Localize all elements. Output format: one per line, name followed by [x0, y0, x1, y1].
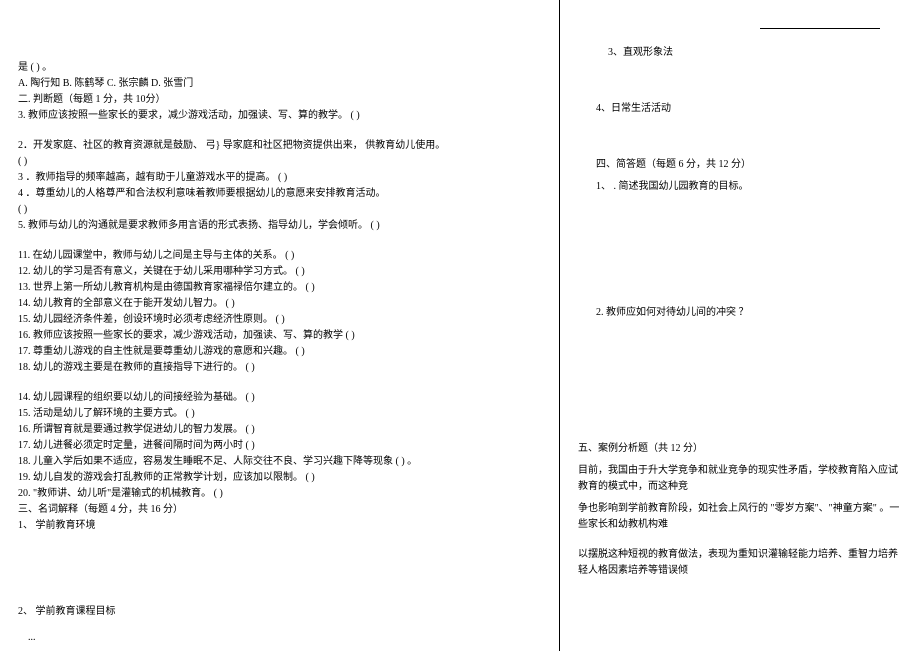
text-line: 19. 幼儿自发的游戏会打乱教师的正常教学计划，应该加以限制。 ( ) [18, 470, 541, 486]
ellipsis-marker: ... [28, 632, 36, 643]
text-line: 1、 学前教育环境 [18, 518, 541, 534]
text-line: 15. 活动是幼儿了解环境的主要方式。 ( ) [18, 406, 541, 422]
text-line: 18. 幼儿的游戏主要是在教师的直接指导下进行的。 ( ) [18, 360, 541, 376]
text-line: 18. 儿童入学后如果不适应，容易发生睡眠不足、人际交往不良、学习兴趣下降等现象… [18, 454, 541, 470]
choices-line: A. 陶行知 B. 陈鹤琴 C. 张宗麟 D. 张雪门 [18, 76, 541, 92]
text-line: 16. 所谓智育就是要通过教学促进幼儿的智力发展。 ( ) [18, 422, 541, 438]
section-heading: 三、名词解释（每题 4 分，共 16 分） [18, 502, 541, 518]
text-line: 3、直观形象法 [578, 45, 902, 61]
text-line: 15. 幼儿园经济条件差，创设环境时必须考虑经济性原则。 ( ) [18, 312, 541, 328]
page-container: 是 ( ) 。 A. 陶行知 B. 陈鹤琴 C. 张宗麟 D. 张雪门 二. 判… [0, 0, 920, 651]
text-line: 以摆脱这种短视的教育做法，表现为重知识灌输轻能力培养、重智力培养轻人格因素培养等… [578, 547, 902, 579]
right-column: 3、直观形象法 4、日常生活活动 四、简答题（每题 6 分，共 12 分） 1、… [560, 0, 920, 651]
text-line: 2. 教师应如何对待幼儿间的冲突 ？ [578, 305, 902, 321]
text-line: 12. 幼儿的学习是否有意义，关键在于幼儿采用哪种学习方式。 ( ) [18, 264, 541, 280]
text-line: 目前，我国由于升大学竞争和就业竞争的现实性矛盾，学校教育陷入应试教育的模式中，而… [578, 463, 902, 495]
section-heading: 二. 判断题（每题 1 分，共 10分） [18, 92, 541, 108]
text-line: 1、 . 简述我国幼儿园教育的目标。 [578, 179, 902, 195]
text-line: 17. 幼儿进餐必须定时定量，进餐间隔时间为两小时 ( ) [18, 438, 541, 454]
text-line: 16. 教师应该按照一些家长的要求，减少游戏活动，加强读、写、算的教学 ( ) [18, 328, 541, 344]
section-heading: 四、简答题（每题 6 分，共 12 分） [578, 157, 902, 173]
text-line: 13. 世界上第一所幼儿教育机构是由德国教育家福禄倍尔建立的。 ( ) [18, 280, 541, 296]
text-line: 4、日常生活活动 [578, 101, 902, 117]
text-line: ( ) [18, 154, 541, 170]
text-line: 14. 幼儿园课程的组织要以幼儿的间接经验为基础。 ( ) [18, 390, 541, 406]
text-line: 11. 在幼儿园课堂中，教师与幼儿之间是主导与主体的关系。 ( ) [18, 248, 541, 264]
header-rule [760, 28, 880, 29]
text-line: 20. "教师讲、幼儿听"是灌输式的机械教育。 ( ) [18, 486, 541, 502]
text-line: 争也影响到学前教育阶段，如社会上风行的 "零岁方案"、"神童方案" 。一些家长和… [578, 501, 902, 533]
text-line: 2、 学前教育课程目标 [18, 604, 541, 620]
left-column: 是 ( ) 。 A. 陶行知 B. 陈鹤琴 C. 张宗麟 D. 张雪门 二. 判… [0, 0, 560, 651]
text-line: 14. 幼儿教育的全部意义在于能开发幼儿智力。 ( ) [18, 296, 541, 312]
section-heading: 五、案例分析题（共 12 分） [578, 441, 902, 457]
text-line: 2．开发家庭、社区的教育资源就是鼓励、 弓} 导家庭和社区把物资提供出来， 供教… [18, 138, 541, 154]
text-line: 3. 教师应该按照一些家长的要求，减少游戏活动，加强读、写、算的教学。 ( ) [18, 108, 541, 124]
text-line: 5. 教师与幼儿的沟通就是要求教师多用言语的形式表扬、指导幼儿，学会倾听。 ( … [18, 218, 541, 234]
text-line: ( ) [18, 202, 541, 218]
text-line: 是 ( ) 。 [18, 60, 541, 76]
text-line: 17. 尊重幼儿游戏的自主性就是要尊重幼儿游戏的意愿和兴趣。 ( ) [18, 344, 541, 360]
text-line: 4 ．尊重幼儿的人格尊严和合法权利意味着教师要根据幼儿的意愿来安排教育活动。 [18, 186, 541, 202]
text-line: 3 ．教师指导的频率越高，越有助于儿童游戏水平的提高。 ( ) [18, 170, 541, 186]
